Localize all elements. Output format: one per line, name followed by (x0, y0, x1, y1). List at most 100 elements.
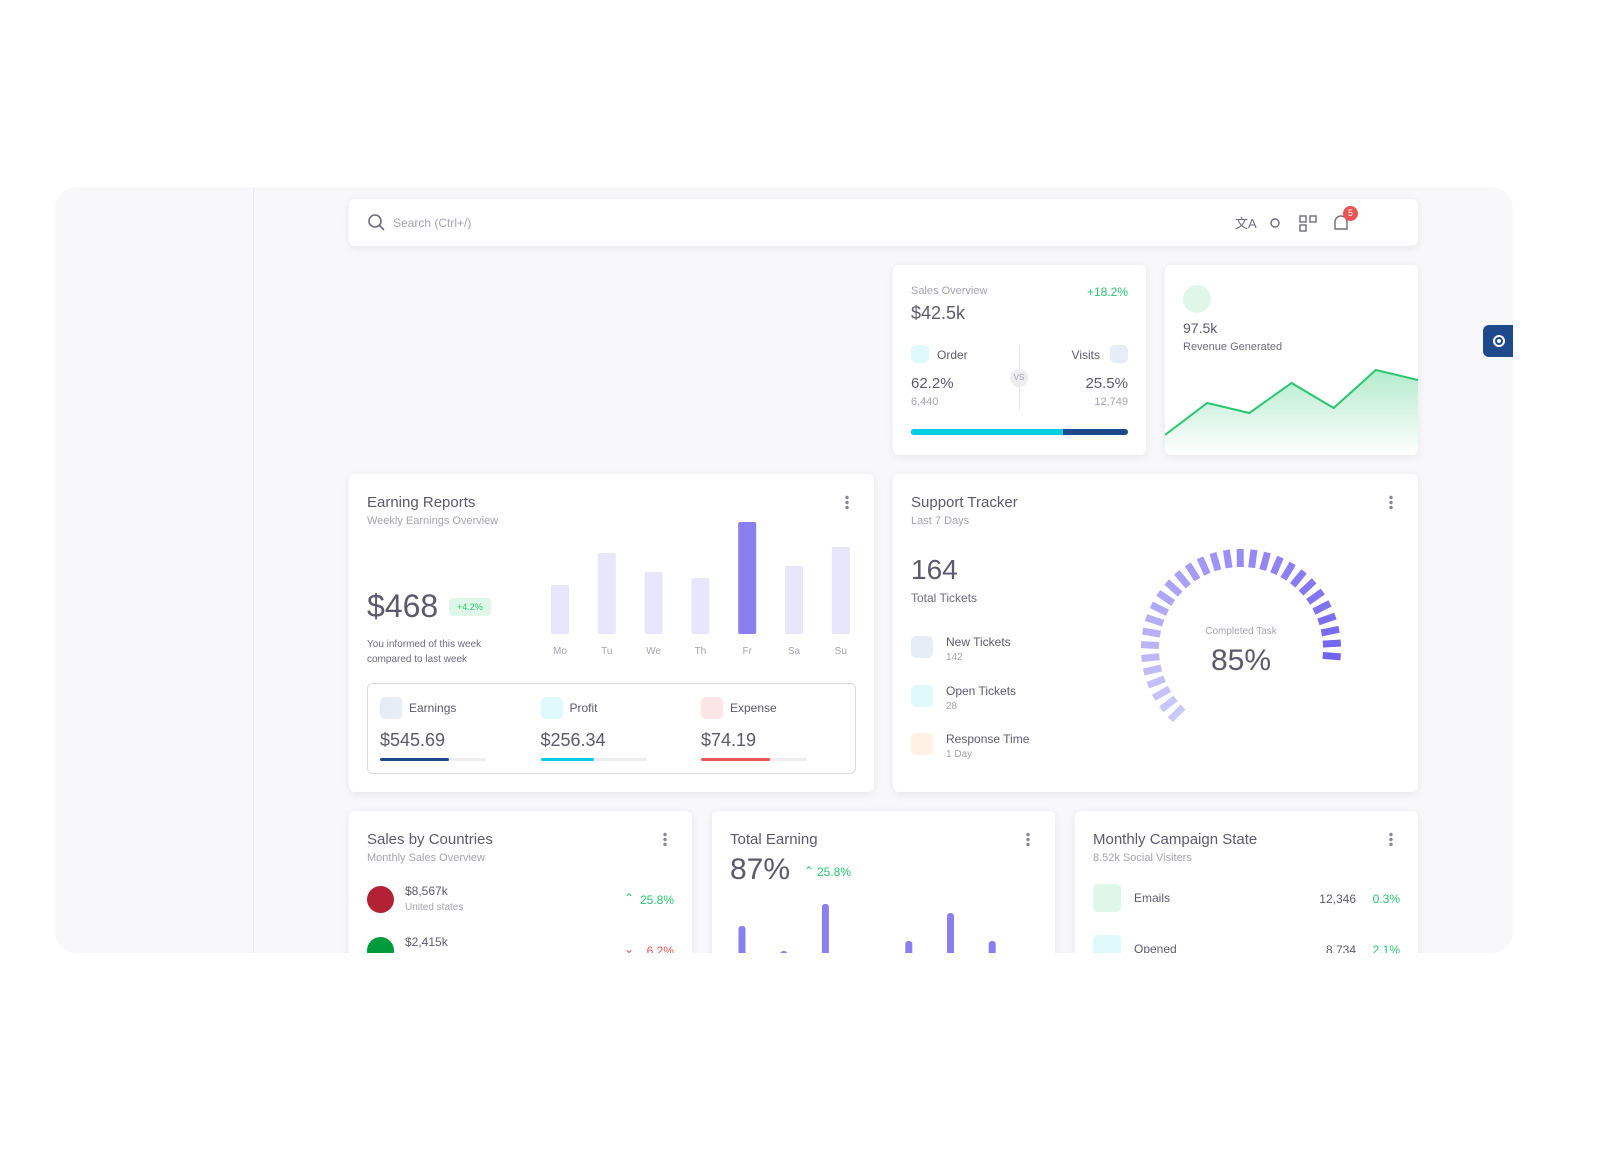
change: 25.8% (639, 893, 674, 907)
order-label: Order (937, 348, 968, 362)
card-title: Monthly Campaign State (1093, 831, 1258, 848)
card-subtitle: Weekly Earnings Overview (367, 515, 499, 527)
note: You informed of this week compared to la… (367, 639, 482, 665)
stat-progress (701, 758, 770, 761)
day-label: Sa (788, 646, 801, 657)
menu[interactable] (845, 495, 849, 509)
gauge-segment (1159, 695, 1178, 713)
gauge-segment (1312, 600, 1332, 615)
trend-arrow: ⌃ (623, 891, 634, 905)
stat-value: $256.34 (540, 730, 606, 750)
item-value: 28 (946, 700, 958, 712)
row-count: 8,734 (1325, 943, 1356, 953)
revenue-area (1165, 370, 1418, 455)
gauge-segment (1142, 664, 1163, 676)
search-bar[interactable]: Search (Ctrl+/) 文A 5 (349, 199, 1418, 246)
flag (367, 937, 394, 953)
amount: $8,567k (405, 884, 448, 898)
gauge-segment (1184, 562, 1201, 582)
gauge-segment (1259, 551, 1271, 571)
toolbar-icons[interactable]: 文A (1233, 213, 1353, 235)
gauge-segment (1209, 552, 1222, 572)
gauge-segment (1222, 549, 1233, 569)
change: +4.2% (449, 598, 491, 616)
card-subtitle: Monthly Sales Overview (367, 852, 485, 864)
gauge-segment (1290, 569, 1307, 588)
value: $468 (367, 588, 439, 624)
stat-track (540, 758, 647, 761)
gauge-segment (1140, 641, 1160, 649)
revenue-value: 97.5k (1183, 320, 1218, 336)
card-subtitle: Last 7 Days (911, 515, 970, 527)
item-icon (911, 733, 933, 755)
item-icon (911, 684, 933, 707)
revenue-chart (1165, 368, 1418, 455)
stat-track (380, 758, 486, 761)
gauge-segment (1146, 675, 1166, 689)
day-label: Tu (601, 646, 612, 657)
total-earning-card: Total Earning 87% ⌃ 25.8% (712, 811, 1055, 953)
stat-icon (380, 697, 402, 719)
row-icon (1093, 935, 1121, 953)
vs-badge: VS (1010, 369, 1028, 387)
revenue-card: 97.5k Revenue Generated (1165, 265, 1418, 455)
item-value: 142 (946, 652, 963, 663)
bar (738, 926, 746, 953)
gauge-arc (1140, 548, 1342, 723)
gauge-segment (1156, 589, 1176, 606)
gauge-value: 85% (1211, 644, 1271, 677)
card-title: Sales Overview (911, 285, 988, 297)
bar (947, 913, 954, 953)
stat-label: Earnings (409, 701, 457, 715)
order-share (911, 429, 1063, 435)
gauge-segment (1196, 556, 1211, 576)
change: 25.8% (817, 865, 852, 879)
search-placeholder[interactable]: Search (Ctrl+/) (393, 216, 472, 230)
menu[interactable] (663, 832, 667, 846)
bar (644, 572, 663, 634)
day-label: Mo (553, 646, 567, 657)
stat-progress (380, 758, 449, 761)
day-label: We (646, 646, 661, 657)
card-title: Earning Reports (367, 494, 476, 511)
revenue-label: Revenue Generated (1183, 341, 1283, 353)
gauge-segment (1317, 612, 1337, 626)
bar (597, 553, 616, 634)
item-label: New Tickets (946, 635, 1011, 649)
bar (831, 547, 850, 634)
gauge-segment (1167, 704, 1186, 723)
value: 87% (730, 853, 791, 886)
row-label: Emails (1134, 891, 1171, 905)
menu[interactable] (1389, 495, 1393, 509)
order-count: 6,440 (911, 396, 939, 408)
row-label: Opened (1134, 942, 1177, 953)
stat-label: Expense (730, 701, 777, 715)
stat-value: $545.69 (380, 730, 446, 750)
stat-value: $74.19 (701, 730, 757, 750)
menu[interactable] (1026, 832, 1030, 846)
bar (691, 578, 710, 634)
sidebar-edge (253, 187, 254, 953)
campaign-card: Monthly Campaign State 8.52k Social Visi… (1075, 811, 1418, 953)
trend-arrow: ⌄ (623, 942, 634, 953)
settings-button[interactable] (1483, 325, 1513, 357)
stat-label: Profit (569, 701, 598, 715)
value: $42.5k (911, 303, 966, 323)
gauge-segment (1141, 653, 1160, 662)
sales-by-countries-card: Sales by Countries Monthly Sales Overvie… (349, 811, 692, 953)
gauge-segment (1322, 651, 1341, 661)
item-icon (911, 636, 933, 658)
card-subtitle: 8.52k Social Visiters (1093, 852, 1192, 864)
visits-count: 12,749 (1094, 396, 1128, 408)
gauge-segment (1306, 588, 1325, 605)
gauge-segment (1320, 625, 1340, 637)
revenue-line (1165, 368, 1418, 436)
menu[interactable] (1389, 832, 1393, 846)
bar (905, 941, 913, 953)
weekly-chart: Mo Tu We Th Fr Sa Su (551, 522, 850, 657)
notification-badge[interactable]: 5 (1343, 206, 1358, 221)
total-label: Total Tickets (911, 591, 978, 605)
gauge-label: Completed Task (1205, 626, 1278, 637)
row-change: 0.3% (1372, 892, 1400, 906)
